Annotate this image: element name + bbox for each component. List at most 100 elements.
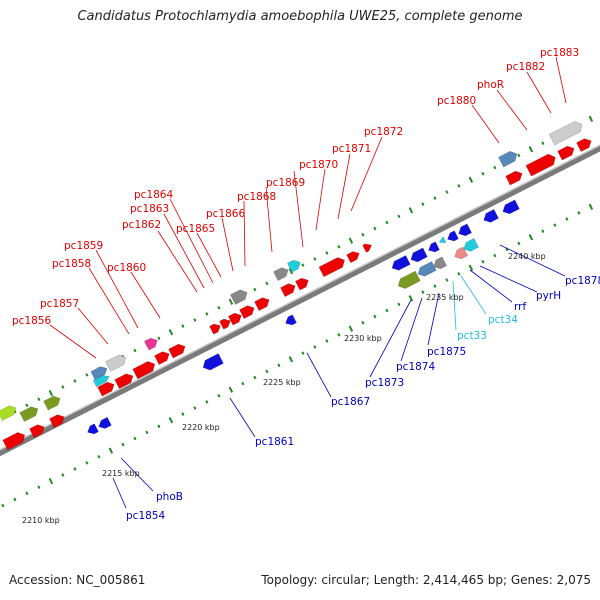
gene-label: pc1872 (364, 126, 403, 138)
leader-line (265, 186, 273, 253)
tick-mark (61, 385, 65, 389)
gene-arrow (483, 209, 499, 223)
leader-line (526, 71, 552, 114)
leader-line (350, 136, 383, 212)
tick-mark (253, 287, 257, 292)
genome-summary-text: Topology: circular; Length: 2,414,465 bp… (261, 573, 591, 587)
tick-mark (348, 237, 354, 244)
leader-line (243, 200, 246, 267)
tick-mark (337, 245, 341, 249)
gene-label: pc1864 (134, 189, 173, 201)
leader-line (95, 249, 139, 329)
gene-arrow (114, 373, 134, 389)
gene-label: pc1862 (122, 219, 161, 231)
tick-mark (193, 406, 197, 410)
gene-arrow (144, 337, 158, 351)
leader-line (120, 457, 154, 492)
tick-mark (468, 176, 474, 183)
tick-mark (228, 386, 234, 393)
tick-mark (168, 417, 174, 424)
leader-line (221, 217, 234, 272)
tick-mark (348, 325, 354, 332)
gene-arrow (19, 406, 39, 422)
gene-arrow (230, 289, 248, 305)
gene-label: pc1867 (331, 396, 370, 408)
gene-arrow (43, 395, 61, 411)
tick-mark (517, 153, 521, 158)
gene-label: pc1880 (437, 95, 476, 107)
gene-label: pc1865 (176, 223, 215, 235)
tick-mark (457, 184, 461, 188)
gene-arrow (273, 267, 289, 281)
gene-arrow (548, 120, 583, 146)
leader-line (555, 56, 567, 104)
tick-mark (73, 467, 77, 471)
gene-arrow (0, 405, 17, 421)
tick-mark (408, 295, 414, 302)
gene-label: pc1863 (130, 203, 169, 215)
label-leader-lines (49, 56, 567, 509)
gene-label: phoB (156, 491, 183, 503)
gene-arrow (49, 414, 65, 428)
gene-arrow (463, 238, 479, 252)
gene-arrow (454, 246, 468, 260)
gene-arrow (505, 170, 523, 186)
tick-mark (481, 259, 485, 264)
kbp-label: 2225 kbp (263, 378, 301, 387)
gene-arrow (397, 270, 421, 289)
tick-mark (37, 485, 41, 490)
tick-mark (577, 211, 581, 215)
leader-line (293, 170, 304, 248)
tick-mark (397, 302, 401, 307)
gene-arrow (202, 353, 224, 371)
gene-label: pc1882 (506, 61, 545, 73)
tick-mark (325, 339, 329, 343)
gene-label: pc1857 (40, 298, 79, 310)
tick-mark (13, 497, 17, 502)
gene-labels: pc1856 pc1857 pc1858 pc1859 pc1860 pc1862 pc18… (12, 47, 600, 522)
tick-mark (181, 412, 185, 416)
gene-label: pc1861 (255, 436, 294, 448)
gene-arrow (97, 381, 115, 397)
gene-label: pc1868 (237, 191, 276, 203)
gene-arrow (362, 243, 372, 253)
tick-mark (385, 220, 389, 225)
tick-mark (325, 251, 329, 255)
leader-line (452, 280, 457, 331)
tick-mark (397, 214, 401, 219)
tick-mark (228, 298, 234, 305)
tick-mark (205, 400, 209, 404)
tick-mark (408, 207, 414, 214)
gene-arrow (391, 255, 411, 271)
gene-arrow (29, 424, 45, 438)
tick-mark (37, 397, 41, 402)
gene-label: pc1860 (107, 262, 146, 274)
tick-mark (97, 454, 101, 459)
leader-line (499, 244, 566, 277)
gene-arrow (410, 247, 428, 263)
tick-mark (25, 491, 29, 496)
accession-text: Accession: NC_005861 (9, 573, 146, 587)
kbp-label: 2215 kbp (102, 469, 140, 478)
gene-arrow (98, 416, 112, 429)
gene-features (0, 120, 592, 451)
kbp-label: 2240 kbp (508, 252, 546, 261)
tick-mark (541, 229, 545, 234)
tick-mark (73, 379, 77, 383)
gene-arrow (447, 230, 459, 242)
leader-line (479, 265, 538, 293)
tick-mark (433, 196, 437, 200)
tick-mark (288, 356, 294, 363)
tick-mark (85, 461, 89, 465)
gene-label: pc1878 (565, 275, 600, 287)
leader-line (496, 89, 528, 131)
gene-arrow (438, 236, 447, 244)
tick-mark (181, 324, 185, 328)
tick-mark (133, 348, 137, 353)
gene-label: phoR (477, 79, 504, 91)
tick-mark (193, 318, 197, 322)
backbone-highlight (0, 144, 600, 451)
gene-arrow (295, 277, 309, 291)
leader-line (130, 271, 161, 319)
tick-mark (421, 202, 425, 206)
